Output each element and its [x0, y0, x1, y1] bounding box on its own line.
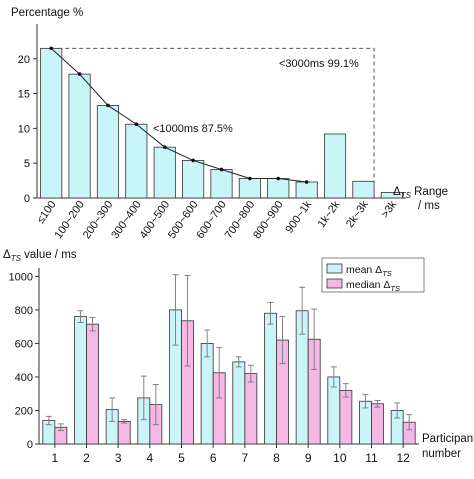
- bottom-chart-mean-bar: [74, 316, 87, 445]
- top-chart-xtick-label: >3k: [379, 198, 399, 220]
- top-chart-trend-point: [248, 176, 252, 181]
- top-chart-bar: [96, 105, 120, 199]
- top-chart-trend-point: [134, 122, 139, 127]
- bottom-chart-ylabel-delta: Δ: [3, 249, 11, 261]
- bottom-chart-xlabel-line1: Participant: [422, 433, 474, 445]
- bottom-chart-xtick-label: 3: [115, 451, 122, 465]
- bottom-chart-xtick-label: 7: [241, 451, 248, 465]
- bottom-chart-mean-bar: [232, 361, 246, 445]
- bottom-chart-xtick-label: 6: [210, 451, 217, 465]
- top-chart-trend-point: [77, 72, 82, 76]
- top-chart-trend-point: [276, 176, 281, 181]
- bottom-chart-median-bar: [86, 323, 99, 445]
- top-chart-trend-point: [162, 145, 167, 149]
- top-chart-bar: [210, 169, 233, 199]
- top-chart-xtick-label: 900~1k: [283, 198, 314, 235]
- bottom-chart-xtick-label: 12: [396, 451, 410, 465]
- top-chart-trend-point: [106, 103, 110, 108]
- top-chart-xtick-label: 2k~3k: [344, 198, 371, 230]
- top-chart-xlabel-unit: / ms: [418, 200, 440, 212]
- bottom-chart-xtick-label: 9: [305, 451, 312, 465]
- bottom-chart-xtick-label: 8: [273, 451, 280, 465]
- bottom-chart-xtick-label: 4: [146, 451, 153, 465]
- top-chart-bar: [238, 178, 261, 199]
- bottom-chart-legend-label-subscript: TS: [382, 269, 392, 278]
- bottom-chart-mean-bar: [264, 312, 277, 445]
- top-chart-trend-point: [49, 46, 53, 51]
- top-chart-bar: [125, 123, 148, 199]
- bottom-chart-ylabel: ΔTS value / ms: [3, 249, 77, 263]
- top-chart-bar: [352, 180, 375, 199]
- top-chart-ytick-label: 5: [24, 158, 30, 170]
- bottom-chart-ytick-label: 1000: [9, 271, 33, 283]
- bottom-chart-xtick-label: 11: [365, 451, 378, 465]
- bottom-chart-ytick-label: 400: [15, 372, 33, 384]
- top-chart-bar: [40, 47, 63, 199]
- bottom-chart-median-bar: [371, 403, 384, 445]
- bottom-chart-xtick-label: 5: [178, 451, 185, 465]
- top-chart-xlabel-subscript: TS: [401, 191, 412, 200]
- top-chart-xlabel-delta: Δ: [393, 186, 401, 198]
- top-chart-bar: [380, 192, 403, 199]
- top-chart-annotation-1000ms: <1000ms 87.5%: [153, 123, 233, 135]
- bottom-chart-mean-bar: [200, 343, 214, 445]
- top-chart-trend-line: [50, 47, 307, 183]
- bottom-chart-median-bar: [117, 420, 131, 445]
- top-chart-3000ms-dashed-box: [51, 47, 375, 198]
- top-chart-bar: [182, 160, 205, 199]
- bottom-chart-legend-label-prefix: median Δ: [346, 279, 390, 291]
- bottom-chart-ytick-label: 600: [15, 338, 33, 350]
- bottom-chart-median-bar: [244, 373, 258, 445]
- top-chart-ytick-label: 0: [24, 193, 30, 205]
- top-chart-xtick-label: ≤100: [35, 199, 59, 226]
- top-chart-trend-point: [191, 158, 195, 163]
- bottom-chart-xlabel-line2: number: [422, 448, 461, 460]
- top-chart-bar: [68, 73, 91, 199]
- top-chart-xtick-label: 1k~2k: [316, 198, 343, 230]
- bottom-chart-ytick-label: 800: [15, 305, 33, 317]
- top-chart-annotation-3000ms: <3000ms 99.1%: [279, 58, 359, 70]
- bottom-chart-ytick-label: 0: [27, 439, 33, 451]
- bottom-chart-median-bar: [339, 389, 353, 445]
- top-chart-ytick-label: 10: [18, 123, 30, 135]
- top-chart-ytick-label: 20: [18, 54, 30, 66]
- top-chart-ylabel: Percentage %: [11, 7, 83, 19]
- top-chart-ytick-label: 15: [18, 89, 30, 101]
- top-chart-bar: [267, 178, 290, 199]
- bottom-chart-legend-label: median ΔTS: [346, 279, 400, 293]
- bottom-chart-legend-swatch: [326, 278, 343, 289]
- top-chart-trend-point: [304, 180, 309, 184]
- bottom-chart-xtick-label: 2: [83, 451, 90, 465]
- top-chart-bar: [153, 146, 176, 199]
- bottom-chart-legend-label-subscript: TS: [390, 284, 400, 293]
- bottom-chart-ylabel-subscript: TS: [11, 254, 22, 263]
- top-chart-xlabel-rest: Range: [411, 186, 448, 198]
- bottom-chart-xtick-label: 1: [51, 451, 58, 465]
- top-chart-bar: [323, 133, 347, 199]
- top-chart-trend-point: [219, 167, 224, 172]
- top-chart-xlabel: ΔTS Range: [393, 186, 448, 200]
- bottom-chart-ylabel-rest: value / ms: [21, 249, 77, 261]
- bottom-chart-xtick-label: 10: [333, 451, 347, 465]
- bottom-chart-legend-swatch: [326, 263, 343, 274]
- top-chart-bar: [295, 181, 318, 199]
- bottom-chart-ytick-label: 200: [15, 405, 33, 417]
- bottom-chart-legend-label: mean ΔTS: [346, 264, 392, 278]
- bottom-chart-legend-label-prefix: mean Δ: [346, 264, 382, 276]
